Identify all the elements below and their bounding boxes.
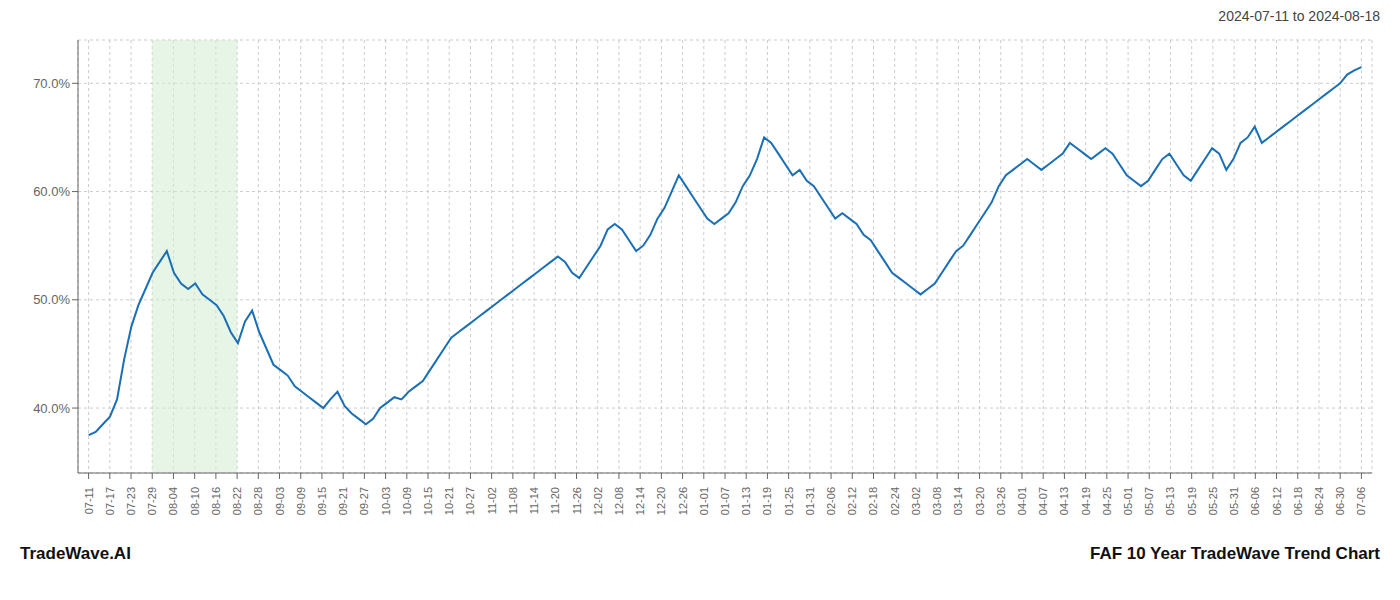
svg-text:09-09: 09-09 (295, 487, 307, 515)
svg-text:04-19: 04-19 (1080, 487, 1092, 515)
svg-text:05-25: 05-25 (1207, 487, 1219, 515)
svg-text:04-01: 04-01 (1016, 487, 1028, 515)
svg-text:01-01: 01-01 (698, 487, 710, 515)
svg-text:05-19: 05-19 (1186, 487, 1198, 515)
svg-text:09-21: 09-21 (337, 487, 349, 515)
svg-text:11-08: 11-08 (507, 487, 519, 514)
svg-text:12-26: 12-26 (677, 487, 689, 515)
svg-text:02-06: 02-06 (825, 487, 837, 515)
svg-text:70.0%: 70.0% (33, 76, 70, 91)
svg-text:03-20: 03-20 (974, 487, 986, 515)
svg-text:07-29: 07-29 (146, 487, 158, 515)
svg-text:07-23: 07-23 (125, 487, 137, 515)
html-text:FAF 10 Year TradeWave Trend Ch: FAF 10 Year TradeWave Trend Chart (1089, 544, 1380, 563)
html-text:2024-07-11 to 2024-08-18: 2024-07-11 to 2024-08-18 (1218, 8, 1380, 24)
svg-text:06-30: 06-30 (1334, 487, 1346, 515)
svg-text:01-19: 01-19 (761, 487, 773, 515)
svg-text:10-21: 10-21 (443, 487, 455, 515)
svg-text:11-02: 11-02 (486, 487, 498, 514)
svg-text:50.0%: 50.0% (33, 292, 70, 307)
svg-text:06-12: 06-12 (1271, 487, 1283, 515)
svg-text:09-27: 09-27 (358, 487, 370, 515)
svg-text:05-01: 05-01 (1122, 487, 1134, 515)
svg-text:08-22: 08-22 (231, 487, 243, 515)
svg-text:11-20: 11-20 (549, 487, 561, 514)
svg-text:05-07: 05-07 (1143, 487, 1155, 515)
svg-text:08-16: 08-16 (210, 487, 222, 515)
svg-text:03-02: 03-02 (910, 487, 922, 515)
svg-text:01-13: 01-13 (740, 487, 752, 515)
svg-text:05-31: 05-31 (1228, 487, 1240, 515)
svg-text:03-14: 03-14 (952, 487, 964, 515)
svg-text:07-11: 07-11 (83, 487, 95, 514)
svg-text:06-24: 06-24 (1313, 487, 1325, 515)
svg-text:02-24: 02-24 (889, 487, 901, 515)
svg-text:12-08: 12-08 (613, 487, 625, 515)
svg-text:12-02: 12-02 (592, 487, 604, 515)
svg-text:04-07: 04-07 (1037, 487, 1049, 515)
svg-text:10-03: 10-03 (380, 487, 392, 515)
svg-text:03-26: 03-26 (995, 487, 1007, 515)
svg-text:02-12: 02-12 (846, 487, 858, 515)
svg-text:11-26: 11-26 (571, 487, 583, 514)
svg-text:06-06: 06-06 (1249, 487, 1261, 515)
svg-text:08-10: 08-10 (189, 487, 201, 515)
html-text:TradeWave.AI: TradeWave.AI (20, 544, 131, 563)
svg-text:08-04: 08-04 (167, 487, 179, 515)
svg-text:01-25: 01-25 (783, 487, 795, 515)
svg-text:10-15: 10-15 (422, 487, 434, 515)
svg-text:07-06: 07-06 (1355, 487, 1367, 515)
svg-text:08-28: 08-28 (252, 487, 264, 515)
svg-text:40.0%: 40.0% (33, 401, 70, 416)
svg-text:07-17: 07-17 (104, 487, 116, 515)
svg-text:02-18: 02-18 (867, 487, 879, 515)
svg-text:03-08: 03-08 (931, 487, 943, 515)
svg-text:09-15: 09-15 (316, 487, 328, 515)
svg-text:60.0%: 60.0% (33, 184, 70, 199)
svg-text:05-13: 05-13 (1164, 487, 1176, 515)
svg-text:11-14: 11-14 (528, 487, 540, 514)
svg-text:12-14: 12-14 (634, 487, 646, 515)
svg-text:01-31: 01-31 (804, 487, 816, 515)
svg-text:04-13: 04-13 (1058, 487, 1070, 515)
svg-text:10-09: 10-09 (401, 487, 413, 515)
svg-text:10-27: 10-27 (464, 487, 476, 515)
svg-text:06-18: 06-18 (1292, 487, 1304, 515)
svg-text:09-03: 09-03 (274, 487, 286, 515)
svg-text:01-07: 01-07 (719, 487, 731, 515)
svg-text:12-20: 12-20 (655, 487, 667, 515)
svg-text:04-25: 04-25 (1101, 487, 1113, 515)
